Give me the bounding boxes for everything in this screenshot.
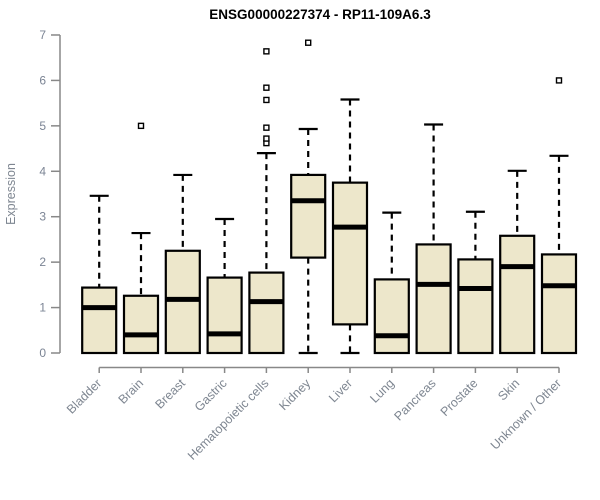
y-tick-label: 7	[39, 28, 46, 42]
box-rect	[248, 271, 285, 355]
category-label: Unknown / Other	[488, 376, 564, 452]
category-label: Lung	[367, 376, 397, 406]
outlier-point	[263, 124, 270, 131]
y-tick-label: 4	[39, 164, 46, 178]
category-label: Skin	[495, 376, 522, 403]
y-tick-label: 5	[39, 119, 46, 133]
box-rect	[457, 258, 494, 355]
outlier-point	[263, 135, 270, 142]
outlier-point	[263, 84, 270, 91]
category-label: Prostate	[438, 376, 481, 419]
box-rect	[373, 278, 410, 355]
y-tick-label: 0	[39, 346, 46, 360]
y-tick-label: 3	[39, 210, 46, 224]
box-rect	[122, 294, 160, 355]
outlier-point	[137, 122, 145, 130]
box-rect	[290, 173, 327, 259]
category-label: Gastric	[192, 376, 230, 414]
outlier-point	[263, 96, 270, 104]
outlier-point	[555, 77, 563, 84]
category-label: Kidney	[276, 376, 313, 413]
category-label: Brain	[116, 376, 147, 407]
category-label: Liver	[326, 376, 355, 405]
y-tick-label: 2	[39, 255, 46, 269]
category-label: Breast	[152, 376, 188, 412]
box-rect	[206, 276, 243, 355]
box-rect	[331, 181, 369, 326]
box-rect	[499, 234, 536, 355]
box-rect	[81, 286, 118, 355]
outlier-point	[305, 39, 312, 46]
category-label: Bladder	[64, 376, 104, 416]
y-tick-label: 6	[39, 73, 46, 87]
y-axis-label: Expression	[4, 163, 18, 225]
box-rect	[415, 243, 452, 355]
chart-title: ENSG00000227374 - RP11-109A6.3	[209, 7, 431, 22]
category-label: Hematopoietic cells	[185, 376, 272, 463]
box-rect	[540, 253, 578, 355]
outlier-point	[263, 48, 270, 55]
category-label: Pancreas	[391, 376, 438, 423]
y-tick-label: 1	[39, 301, 46, 315]
